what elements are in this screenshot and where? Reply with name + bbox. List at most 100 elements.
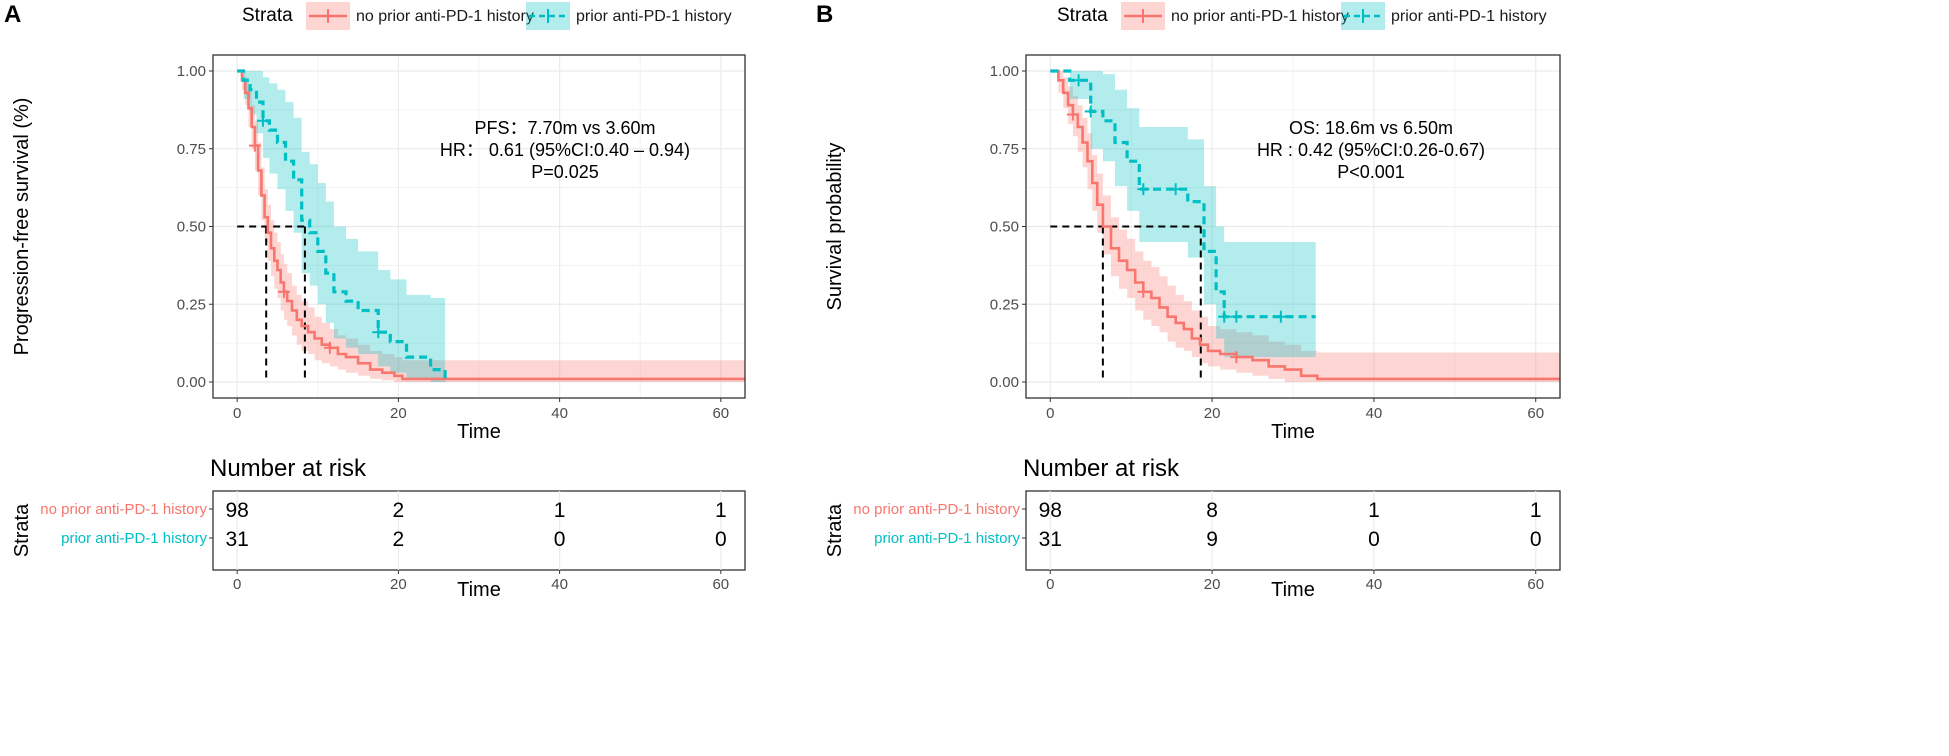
legend-key-prior (526, 2, 570, 30)
risk-table-border (1025, 490, 1561, 571)
risk-x-tick-label: 20 (390, 576, 407, 593)
risk-table-border (212, 490, 746, 571)
risk-x-axis-title: Time (457, 579, 501, 601)
plot-area (212, 54, 746, 399)
x-tick-label: 40 (1366, 405, 1383, 422)
risk-count: 0 (1530, 528, 1542, 551)
risk-x-tick-label: 0 (233, 576, 241, 593)
legend-label: prior anti-PD-1 history (1391, 8, 1547, 25)
censor-mark (1230, 351, 1243, 364)
x-tick-label: 60 (712, 405, 729, 422)
risk-count: 0 (554, 528, 566, 551)
legend-title: Strata (1057, 5, 1108, 26)
censor-mark (1072, 74, 1085, 87)
risk-count: 0 (715, 528, 727, 551)
censor-mark (248, 139, 261, 152)
y-tick-label: 0.75 (990, 141, 1019, 158)
censor-mark (372, 326, 385, 339)
risk-count: 2 (393, 499, 405, 522)
risk-count: 2 (393, 528, 405, 551)
risk-table: Number at risk no prior anti-PD-1 history… (11, 455, 746, 601)
risk-count: 98 (226, 499, 249, 522)
y-tick-label: 0.25 (177, 296, 206, 313)
legend: Strata no prior anti-PD-1 history prior an… (1057, 2, 1547, 30)
risk-count: 9 (1206, 528, 1218, 551)
risk-row-label: no prior anti-PD-1 history (40, 501, 207, 518)
legend-key-no-prior (306, 2, 350, 30)
stats-annotation-line: OS: 18.6m vs 6.50m (1289, 118, 1453, 138)
legend-key-prior (1341, 2, 1385, 30)
x-tick-label: 60 (1527, 405, 1544, 422)
stats-annotation-line: P=0.025 (531, 162, 599, 182)
y-tick-label: 1.00 (177, 63, 206, 80)
legend: Strata no prior anti-PD-1 history prior an… (242, 2, 732, 30)
ci-band-prior (237, 71, 446, 382)
censor-mark (277, 285, 290, 298)
censor-mark (256, 114, 269, 127)
censor-mark (1274, 310, 1287, 323)
censor-mark (1230, 310, 1243, 323)
y-tick-label: 0.00 (990, 374, 1019, 391)
stats-annotation-line: PFS：7.70m vs 3.60m (474, 118, 655, 138)
stats-annotation-line: HR : 0.42 (95%CI:0.26-0.67) (1257, 140, 1485, 160)
panel-a: A Strata no prior anti-PD-1 history prior a… (4, 1, 746, 601)
censor-mark (1218, 310, 1231, 323)
risk-x-tick-label: 20 (1204, 576, 1221, 593)
censor-mark (323, 341, 336, 354)
risk-count: 0 (1368, 528, 1380, 551)
x-tick-label: 0 (1046, 405, 1054, 422)
risk-x-tick-label: 0 (1046, 576, 1054, 593)
stats-annotation-line: HR： 0.61 (95%CI:0.40 – 0.94) (440, 140, 690, 160)
panel-label: B (816, 1, 833, 28)
risk-x-axis-title: Time (1271, 579, 1315, 601)
x-tick-label: 20 (1204, 405, 1221, 422)
legend-key-no-prior (1121, 2, 1165, 30)
x-tick-label: 20 (390, 405, 407, 422)
risk-x-tick-label: 40 (551, 576, 568, 593)
x-axis-title: Time (1271, 421, 1315, 443)
risk-strata-title: Strata (11, 503, 33, 557)
x-tick-label: 40 (551, 405, 568, 422)
y-tick-label: 0.50 (990, 219, 1019, 236)
risk-count: 31 (226, 528, 249, 551)
y-tick-label: 1.00 (990, 63, 1019, 80)
censor-mark (1137, 183, 1150, 196)
risk-table-title: Number at risk (210, 455, 367, 482)
x-axis-title: Time (457, 421, 501, 443)
x-tick-label: 0 (233, 405, 241, 422)
risk-row-label: prior anti-PD-1 history (874, 530, 1020, 547)
y-axis-title: Survival probability (824, 143, 846, 311)
risk-count: 98 (1039, 499, 1062, 522)
panel-label: A (4, 1, 21, 28)
y-tick-label: 0.50 (177, 219, 206, 236)
censor-mark (1066, 108, 1079, 121)
risk-x-tick-label: 40 (1366, 576, 1383, 593)
risk-count: 8 (1206, 499, 1218, 522)
censor-mark (1169, 183, 1182, 196)
plot-area (1025, 54, 1561, 399)
risk-x-tick-label: 60 (712, 576, 729, 593)
risk-x-tick-label: 60 (1527, 576, 1544, 593)
risk-count: 1 (1530, 499, 1542, 522)
risk-count: 31 (1039, 528, 1062, 551)
risk-row-label: prior anti-PD-1 history (61, 530, 207, 547)
risk-count: 1 (1368, 499, 1380, 522)
stats-annotation-line: P<0.001 (1337, 162, 1405, 182)
y-axis-title: Progression-free survival (%) (11, 98, 33, 356)
risk-count: 1 (554, 499, 566, 522)
censor-mark (1084, 105, 1097, 118)
y-tick-label: 0.25 (990, 296, 1019, 313)
risk-count: 1 (715, 499, 727, 522)
censor-mark (1137, 285, 1150, 298)
risk-table-title: Number at risk (1023, 455, 1180, 482)
legend-label: prior anti-PD-1 history (576, 8, 732, 25)
km-curve-prior (237, 69, 447, 379)
ci-band-no-prior (1050, 71, 1560, 382)
legend-title: Strata (242, 5, 293, 26)
y-tick-label: 0.75 (177, 141, 206, 158)
risk-row-label: no prior anti-PD-1 history (853, 501, 1020, 518)
y-tick-label: 0.00 (177, 374, 206, 391)
legend-label: no prior anti-PD-1 history (356, 8, 534, 25)
